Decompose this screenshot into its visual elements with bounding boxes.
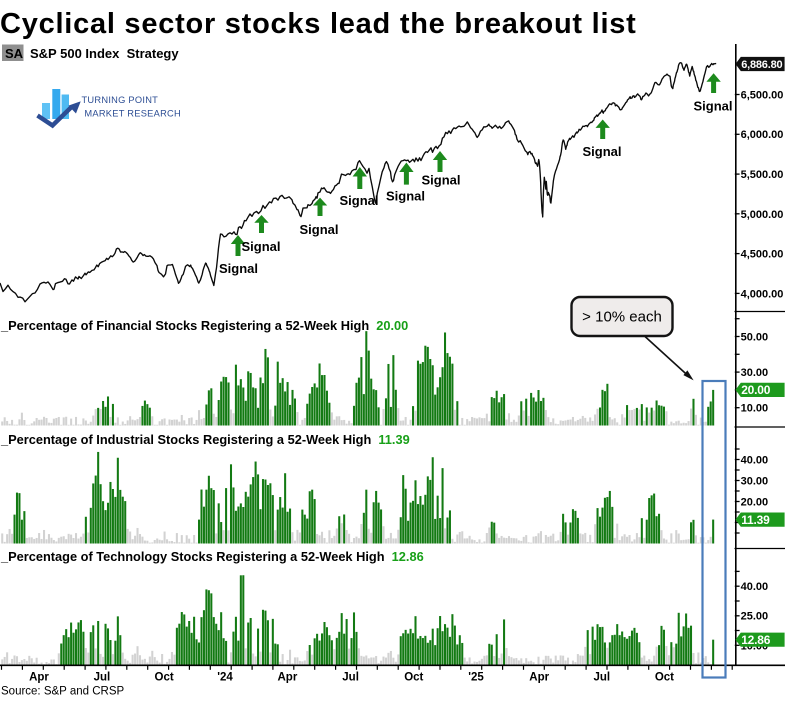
svg-text:6,886.80: 6,886.80: [741, 59, 782, 71]
svg-text:MARKET RESEARCH: MARKET RESEARCH: [84, 108, 181, 118]
svg-text:'24: '24: [217, 672, 233, 684]
svg-text:> 10% each: > 10% each: [582, 309, 662, 326]
svg-text:25.00: 25.00: [741, 611, 769, 623]
svg-text:Source: S&P and CRSP: Source: S&P and CRSP: [1, 686, 124, 698]
svg-text:Jul: Jul: [593, 672, 610, 684]
svg-text:11.39: 11.39: [741, 513, 770, 527]
svg-text:Oct: Oct: [404, 672, 423, 684]
svg-text:SA: SA: [5, 46, 24, 61]
svg-text:20.00: 20.00: [741, 383, 771, 397]
svg-text:TURNING POINT: TURNING POINT: [82, 95, 159, 105]
svg-text:Signal: Signal: [219, 261, 258, 276]
svg-text:Apr: Apr: [277, 672, 297, 684]
svg-text:Apr: Apr: [529, 672, 549, 684]
svg-text:Signal: Signal: [299, 222, 338, 237]
svg-text:_Percentage of Technology Stoc: _Percentage of Technology Stocks Registe…: [0, 549, 424, 564]
svg-text:Signal: Signal: [421, 173, 460, 188]
svg-text:'25: '25: [468, 672, 484, 684]
svg-text:Signal: Signal: [241, 239, 280, 254]
svg-text:30.00: 30.00: [741, 476, 769, 488]
svg-text:Signal: Signal: [339, 193, 378, 208]
svg-text:4,500.00: 4,500.00: [741, 249, 784, 261]
svg-text:6,500.00: 6,500.00: [741, 90, 784, 102]
svg-text:Jul: Jul: [94, 672, 111, 684]
svg-text:Apr: Apr: [29, 672, 49, 684]
svg-text:Jul: Jul: [342, 672, 359, 684]
svg-text:_Percentage of Financial Stock: _Percentage of Financial Stocks Register…: [0, 318, 408, 333]
svg-text:12.86: 12.86: [741, 633, 771, 647]
svg-text:Oct: Oct: [655, 672, 674, 684]
svg-text:6,000.00: 6,000.00: [741, 129, 784, 141]
svg-text:Signal: Signal: [386, 189, 425, 204]
svg-text:Signal: Signal: [582, 144, 621, 159]
svg-text:5,000.00: 5,000.00: [741, 209, 784, 221]
svg-text:20.00: 20.00: [741, 497, 769, 509]
svg-text:40.00: 40.00: [741, 455, 769, 467]
svg-text:50.00: 50.00: [741, 332, 769, 344]
svg-text:30.00: 30.00: [741, 367, 769, 379]
svg-text:Signal: Signal: [693, 99, 732, 114]
svg-text:10.00: 10.00: [741, 403, 769, 415]
svg-text:Oct: Oct: [155, 672, 174, 684]
svg-text:Cyclical sector stocks lead th: Cyclical sector stocks lead the breakout…: [0, 8, 637, 40]
svg-text:5,500.00: 5,500.00: [741, 169, 784, 181]
svg-text:40.00: 40.00: [741, 581, 769, 593]
svg-text:4,000.00: 4,000.00: [741, 288, 784, 300]
svg-text:S&P 500 Index Strategy: S&P 500 Index Strategy: [30, 46, 179, 61]
svg-text:_Percentage of Industrial Stoc: _Percentage of Industrial Stocks Registe…: [0, 432, 410, 447]
